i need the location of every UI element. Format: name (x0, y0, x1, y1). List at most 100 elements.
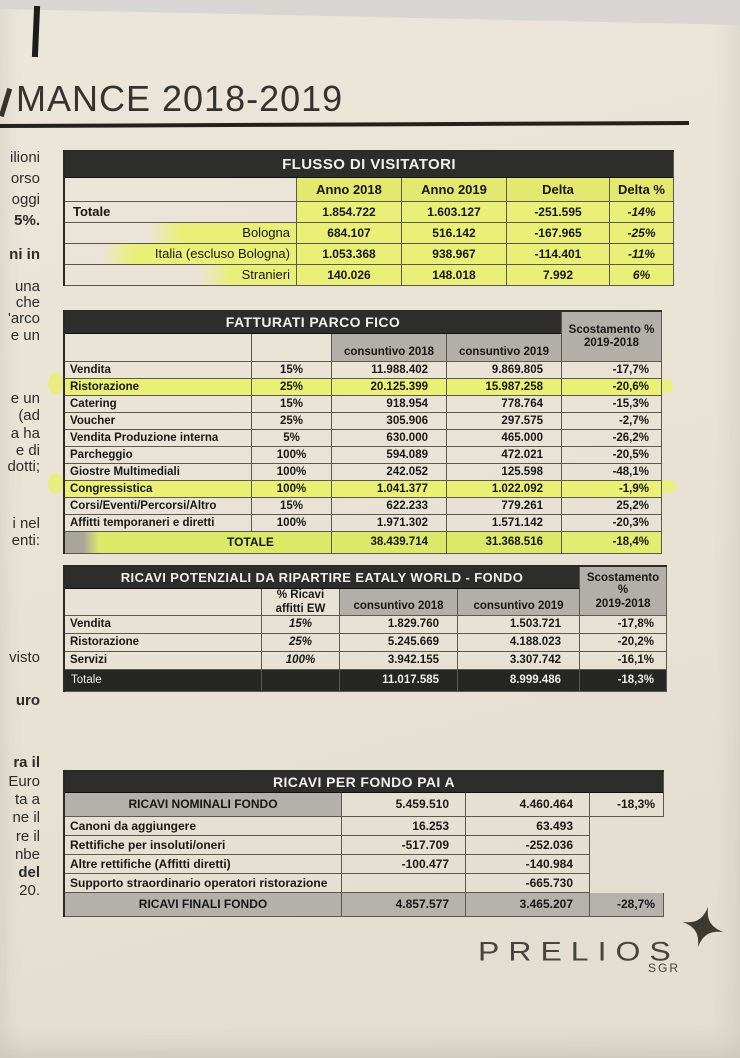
table-ricavi-potenziali: RICAVI POTENZIALI DA RIPARTIRE EATALY WO… (63, 565, 667, 692)
total-scost: -18,4% (562, 532, 662, 554)
margin-text-fragment: orso (10, 170, 40, 187)
cell-scost: -17,8% (580, 616, 667, 634)
cell-2018: 305.906 (332, 413, 447, 430)
margin-text-fragment: re il (15, 828, 40, 845)
highlighter-blob (48, 473, 63, 494)
prelios-star-icon (677, 901, 730, 952)
cell-scost: -48,1% (562, 464, 662, 481)
cell-2019: 778.764 (447, 396, 562, 413)
row-label: Stranieri (65, 265, 297, 286)
cell-pct: 15% (252, 396, 332, 413)
cell-2019: -665.730 (466, 874, 590, 893)
cell-scost: -28,7% (590, 893, 664, 917)
total-2018: 38.439.714 (332, 532, 447, 554)
cell-2019: 1.571.142 (447, 515, 562, 532)
cell-scost: -17,7% (562, 362, 662, 379)
margin-text-fragment: 20. (19, 882, 40, 899)
row-label-finali: RICAVI FINALI FONDO (65, 893, 342, 917)
margin-text-fragment: i nel (12, 515, 40, 532)
cell-2018: 1.041.377 (332, 481, 447, 498)
scostamento-line2: 2019-2018 (595, 597, 651, 610)
cell-2019: 15.987.258 (447, 379, 562, 396)
scostamento-line1: Scostamento % (586, 572, 660, 597)
cell-2019: 125.598 (447, 464, 562, 481)
margin-text-fragment: a ha (10, 425, 40, 442)
cell-2019: 3.307.742 (458, 652, 580, 670)
col-header-consuntivo-2018: consuntivo 2018 (340, 589, 458, 616)
row-label: Vendita (65, 616, 262, 634)
margin-text-fragment: ni in (9, 246, 40, 263)
cell-pct: 100% (262, 652, 340, 670)
table-title: FATTURATI PARCO FICO (65, 312, 562, 334)
cell-2018: 622.233 (332, 498, 447, 515)
total-2019: 8.999.486 (458, 670, 580, 692)
header-spacer (65, 589, 262, 616)
row-label: Vendita (65, 362, 252, 379)
highlighter-overshoot (659, 379, 673, 393)
cell-value: 684.107 (297, 223, 402, 244)
col-header-pct-ricavi: % Ricavi affitti EW (262, 589, 340, 616)
total-label: Totale (65, 670, 262, 692)
col-header-anno-2019: Anno 2019 (402, 178, 507, 202)
margin-text-fragment: 5%. (14, 212, 40, 229)
margin-text-fragment: (ad (18, 407, 40, 424)
margin-text-fragment: ilioni (9, 149, 40, 166)
cell-2018: 5.245.669 (340, 634, 458, 652)
cell-pct: 25% (252, 413, 332, 430)
row-label: Vendita Produzione interna (65, 430, 252, 447)
col-header-consuntivo-2018: consuntivo 2018 (332, 334, 447, 362)
margin-text-fragment: ta a (14, 791, 40, 808)
col-header-delta-pct: Delta % (610, 178, 674, 202)
margin-text-fragment: uro (15, 692, 40, 709)
cell-pct: 15% (262, 616, 340, 634)
margin-text-fragment: enti: (11, 532, 40, 549)
prelios-sgr-label: SGR (648, 961, 681, 975)
margin-text-fragment: che (15, 294, 40, 311)
margin-text-fragment: e di (15, 442, 40, 459)
cell-2018: 11.988.402 (332, 362, 447, 379)
row-label: Corsi/Eventi/Percorsi/Altro (65, 498, 252, 515)
cell-value: 7.992 (507, 265, 610, 286)
cell-2018: -100.477 (342, 855, 466, 874)
cell-2019: 4.188.023 (458, 634, 580, 652)
margin-text-fragment: oggi (11, 191, 40, 208)
total-spacer (262, 670, 340, 692)
col-header-anno-2018: Anno 2018 (297, 178, 402, 202)
total-label: TOTALE (65, 532, 332, 554)
cell-2018: 1.971.302 (332, 515, 447, 532)
cell-pct: 25% (252, 379, 332, 396)
highlighter-overshoot (659, 480, 676, 493)
cell-2019: 4.460.464 (466, 793, 590, 817)
cell-2018: 242.052 (332, 464, 447, 481)
cell-2019: -140.984 (466, 855, 590, 874)
cell-scost: -20,2% (580, 634, 667, 652)
margin-text-fragment: e un (10, 327, 40, 344)
cell-2019: 297.575 (447, 413, 562, 430)
cell-2018: 4.857.577 (342, 893, 466, 917)
cell-value: -114.401 (507, 244, 610, 265)
cell-2019: -252.036 (466, 836, 590, 855)
table-ricavi-fondo-pai-a: RICAVI PER FONDO PAI A RICAVI NOMINALI F… (63, 770, 664, 917)
row-label: Affitti temporaneri e diretti (65, 515, 252, 532)
pct-header-line2: affitti EW (275, 602, 326, 615)
row-label: Voucher (65, 413, 252, 430)
cell-2018: 20.125.399 (332, 379, 447, 396)
margin-text-fragment: 'arco (7, 310, 40, 327)
cell-2019: 9.869.805 (447, 362, 562, 379)
cell-value: 1.603.127 (402, 202, 507, 223)
cell-scost: -1,9% (562, 481, 662, 498)
margin-text-fragment: una (14, 278, 40, 295)
margin-text-fragment: nbe (14, 846, 40, 863)
row-label: Servizi (65, 652, 262, 670)
cell-scost: -18,3% (590, 793, 664, 817)
prelios-logo: PRELIOS (478, 936, 680, 967)
header-spacer (65, 334, 252, 362)
cell-scost: -20,6% (562, 379, 662, 396)
margin-text-fragment: ne il (12, 809, 40, 826)
cell-2019: 472.021 (447, 447, 562, 464)
cell-value: -167.965 (507, 223, 610, 244)
cell-value: -11% (610, 244, 674, 265)
row-label: Ristorazione (65, 379, 252, 396)
cell-2018 (342, 874, 466, 893)
cell-value: 938.967 (402, 244, 507, 265)
